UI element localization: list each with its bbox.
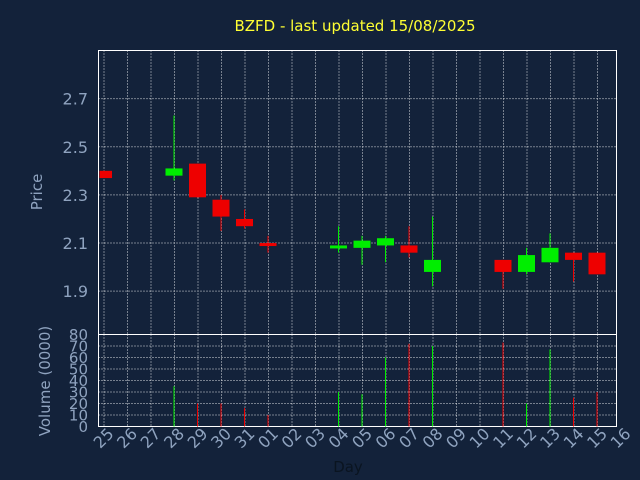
volume-y-tick-label: 40 bbox=[69, 372, 88, 390]
candle bbox=[518, 247, 535, 275]
candle-body bbox=[259, 243, 277, 247]
candle-body bbox=[518, 255, 535, 272]
candle-body bbox=[565, 252, 582, 260]
candle bbox=[541, 233, 559, 263]
candle bbox=[165, 115, 183, 181]
price-y-ticks: 2.7 2.5 2.3 2.1 1.9 bbox=[63, 90, 88, 302]
price-panel: 2.7 2.5 2.3 2.1 1.9 Price bbox=[28, 50, 617, 335]
candle-body bbox=[212, 199, 230, 217]
volume-y-axis-label: Volume (0000) bbox=[36, 326, 54, 436]
candle bbox=[330, 226, 347, 253]
candle-body bbox=[99, 170, 112, 179]
candle-body bbox=[494, 259, 512, 272]
candle bbox=[189, 163, 206, 198]
candle-body bbox=[424, 259, 441, 272]
candle-body bbox=[541, 247, 559, 263]
candle bbox=[99, 170, 112, 179]
candle bbox=[353, 235, 371, 265]
candle bbox=[424, 216, 441, 287]
price-plot-frame bbox=[98, 50, 617, 335]
candle-body bbox=[165, 168, 183, 176]
price-y-tick-label: 2.3 bbox=[63, 186, 88, 205]
candle-body bbox=[400, 245, 418, 253]
candle bbox=[588, 252, 606, 275]
candle-body bbox=[377, 238, 394, 246]
volume-y-tick-label: 80 bbox=[69, 326, 88, 344]
candle-body bbox=[353, 240, 371, 248]
price-y-tick-label: 2.1 bbox=[63, 234, 88, 253]
volume-y-tick-label: 0 bbox=[78, 418, 88, 436]
volume-y-tick-label: 60 bbox=[69, 349, 88, 367]
candle bbox=[212, 194, 230, 232]
volume-y-tick-label: 70 bbox=[69, 338, 88, 356]
candle bbox=[377, 235, 394, 263]
x-tick-label: 16 bbox=[607, 424, 635, 452]
price-y-axis-label: Price bbox=[28, 174, 46, 211]
candle bbox=[400, 226, 418, 258]
candle-body bbox=[236, 218, 253, 227]
chart-title: BZFD - last updated 15/08/2025 bbox=[234, 17, 475, 35]
x-axis-ticks: 2526272829303101020304050607080910111213… bbox=[90, 424, 635, 452]
candle-body bbox=[588, 252, 606, 275]
price-y-tick-label: 2.5 bbox=[63, 138, 88, 157]
volume-y-tick-label: 10 bbox=[69, 407, 88, 425]
candles bbox=[99, 115, 606, 289]
candle bbox=[236, 209, 253, 229]
x-axis-label: Day bbox=[333, 458, 363, 476]
price-grid bbox=[98, 50, 617, 335]
volume-y-tick-label: 30 bbox=[69, 384, 88, 402]
candle-body bbox=[330, 245, 347, 249]
volume-bars bbox=[173, 342, 598, 427]
candle bbox=[259, 235, 277, 253]
price-y-tick-label: 2.7 bbox=[63, 90, 88, 109]
volume-y-tick-label: 20 bbox=[69, 395, 88, 413]
volume-y-tick-label: 50 bbox=[69, 361, 88, 379]
candle-body bbox=[189, 163, 206, 198]
volume-grid bbox=[98, 334, 617, 427]
price-y-tick-label: 1.9 bbox=[63, 282, 88, 301]
candle bbox=[494, 259, 512, 289]
candle bbox=[565, 252, 582, 282]
